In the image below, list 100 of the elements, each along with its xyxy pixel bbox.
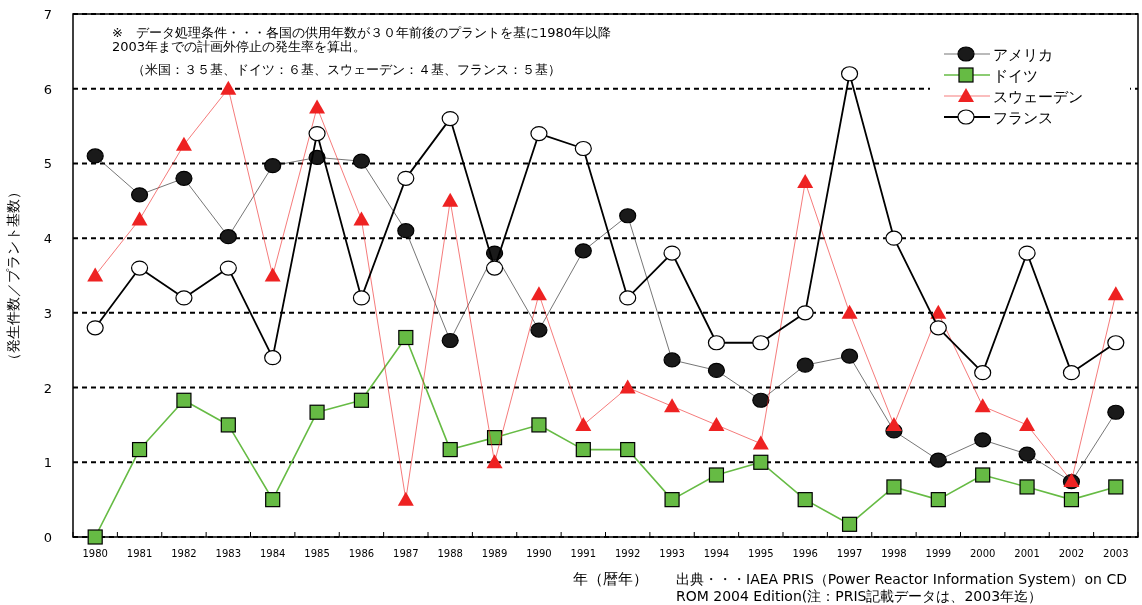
point: [619, 379, 636, 394]
x-tick-label: 1982: [171, 548, 197, 559]
point: [398, 329, 414, 346]
point: [574, 243, 592, 259]
source-note: 出典・・・IAEA PRIS（Power Reactor Information System）on CD ROM 2004 Edition(注：PRIS記載データは、2003年迄）: [676, 571, 1127, 604]
point: [797, 492, 813, 508]
point: [486, 454, 503, 469]
point: [130, 187, 149, 203]
point: [1018, 446, 1036, 462]
point: [175, 136, 192, 151]
x-tick-label: 1989: [481, 548, 508, 559]
point: [531, 417, 547, 433]
x-tick-label: 1981: [126, 548, 153, 559]
point: [707, 362, 726, 378]
point: [619, 208, 637, 224]
point: [1108, 479, 1124, 495]
point: [130, 260, 149, 276]
x-tick-label: 2001: [1014, 548, 1040, 559]
point: [441, 111, 459, 127]
y-tick-label: 1: [43, 455, 53, 471]
point: [530, 286, 547, 301]
point: [796, 357, 814, 373]
point: [530, 125, 548, 142]
point: [752, 392, 770, 408]
annotation: ※ データ処理条件・・・各国の供用年数が３０年前後のプラントを基に1980年以降 2003年までの計画外停止の発生率を算出。: [112, 25, 611, 54]
point: [753, 454, 769, 470]
point: [485, 260, 504, 276]
point: [708, 467, 725, 483]
point: [796, 305, 814, 321]
legend-label: ドイツ: [993, 67, 1038, 85]
point: [441, 332, 459, 349]
y-tick-label: 7: [43, 7, 53, 22]
point: [175, 290, 193, 306]
legend-label: フランス: [993, 109, 1053, 127]
point: [1019, 416, 1036, 431]
x-tick-label: 1980: [82, 548, 108, 559]
point: [663, 352, 681, 368]
y-tick-label: 3: [43, 305, 53, 321]
point: [219, 229, 237, 245]
point: [442, 441, 458, 458]
point: [309, 99, 326, 114]
point: [575, 416, 592, 431]
x-tick-label: 1996: [792, 548, 818, 559]
point: [1063, 492, 1080, 508]
point: [797, 174, 814, 189]
x-tick-label: 1998: [881, 548, 907, 559]
x-tick-label: 1990: [526, 548, 552, 559]
point: [974, 365, 992, 381]
x-tick-label: 2000: [969, 548, 996, 559]
point: [930, 492, 946, 508]
point: [885, 416, 902, 431]
x-tick-label: 1984: [259, 548, 286, 559]
point: [663, 245, 681, 261]
point: [885, 230, 903, 246]
point: [308, 125, 326, 142]
point: [752, 435, 769, 450]
point: [886, 479, 902, 495]
point: [575, 441, 591, 458]
x-tick-label: 1997: [836, 548, 863, 559]
point: [841, 304, 858, 319]
point: [397, 170, 415, 186]
point: [1019, 479, 1035, 495]
point: [309, 404, 325, 420]
point: [397, 223, 415, 239]
point: [930, 304, 947, 319]
x-tick-label: 2003: [1103, 548, 1129, 559]
point: [574, 140, 592, 157]
point: [619, 290, 637, 306]
point: [264, 158, 282, 174]
x-tick-label: 1986: [348, 548, 375, 559]
point: [530, 322, 548, 338]
x-tick-label: 1987: [393, 548, 419, 559]
x-tick-label: 1983: [215, 548, 242, 559]
point: [87, 529, 103, 545]
y-tick-label: 4: [43, 231, 53, 247]
point: [175, 170, 193, 186]
point: [86, 148, 104, 164]
point: [1107, 286, 1124, 301]
point: [264, 350, 282, 366]
point: [664, 492, 680, 508]
point: [176, 392, 192, 408]
point: [397, 491, 414, 506]
point: [840, 66, 859, 82]
point: [220, 80, 237, 95]
point: [707, 335, 726, 351]
point: [352, 290, 371, 306]
point: [264, 267, 281, 282]
x-tick-label: 2002: [1058, 548, 1085, 559]
point: [708, 416, 725, 431]
y-tick-label: 2: [43, 380, 53, 396]
x-tick-label: 1995: [748, 548, 774, 559]
x-tick-label: 1994: [703, 548, 730, 559]
point: [353, 211, 370, 226]
point: [752, 335, 770, 351]
annotation: （米国：３５基、ドイツ：６基、スウェーデン：４基、フランス：５基）: [132, 62, 561, 77]
point: [974, 398, 991, 413]
point: [86, 320, 104, 336]
point: [131, 441, 148, 458]
point: [1018, 245, 1036, 261]
point: [841, 516, 858, 532]
